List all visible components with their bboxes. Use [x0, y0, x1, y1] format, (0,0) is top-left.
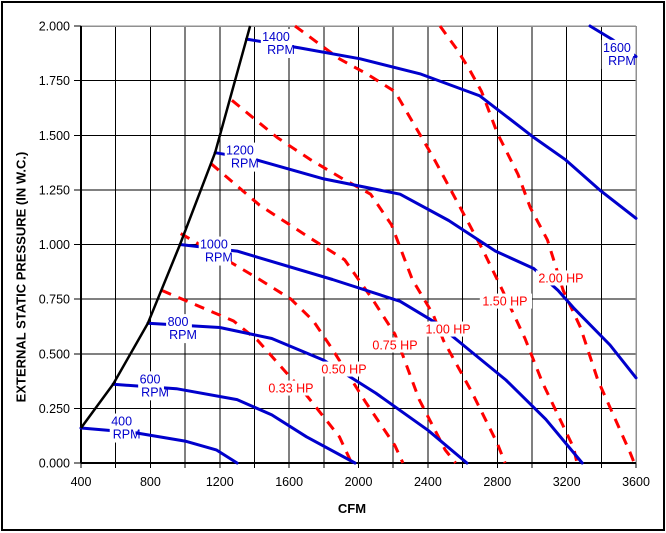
y-tick-label: 0.750: [39, 293, 70, 307]
svg-text:RPM: RPM: [205, 251, 233, 265]
y-tick-label: 1.750: [39, 74, 70, 88]
svg-text:RPM: RPM: [141, 385, 169, 399]
svg-text:RPM: RPM: [608, 54, 636, 68]
svg-text:RPM: RPM: [267, 43, 295, 57]
y-tick-label: 2.000: [39, 20, 70, 34]
svg-text:1.50 HP: 1.50 HP: [482, 295, 527, 309]
svg-text:400: 400: [111, 415, 132, 429]
svg-text:600: 600: [140, 372, 161, 386]
curve-label-1.50-hp: 1.50 HP: [479, 293, 533, 309]
x-tick-label: 1600: [275, 475, 303, 489]
y-tick-label: 0.500: [39, 347, 70, 361]
curve-label-0.33-hp: 0.33 HP: [265, 380, 318, 396]
rpm-curve-1400: [245, 37, 638, 220]
surge-line: [79, 25, 252, 429]
y-tick-label: 0.250: [39, 402, 70, 416]
x-tick-label: 800: [140, 475, 161, 489]
tick-labels: 400 800 1200 1600 2000 2400 2800 3200 3600 2.000 1…: [39, 20, 650, 490]
hp-curves: [161, 24, 636, 464]
svg-text:1000: 1000: [200, 238, 228, 252]
x-tick-label: 2400: [414, 475, 442, 489]
svg-text:1400: 1400: [262, 30, 290, 44]
x-tick-label: 2000: [345, 475, 373, 489]
svg-text:0.50 HP: 0.50 HP: [321, 363, 366, 377]
x-axis-title: CFM: [337, 501, 367, 516]
svg-text:0.75 HP: 0.75 HP: [372, 339, 417, 353]
curve-label-0.75-hp: 0.75 HP: [369, 337, 423, 353]
svg-text:0.33 HP: 0.33 HP: [268, 382, 313, 396]
x-tick-label: 3200: [553, 475, 581, 489]
y-tick-label: 1.250: [39, 183, 70, 197]
curve-label-1.00-hp: 1.00 HP: [422, 321, 476, 337]
axis-ticks: [74, 25, 637, 468]
x-tick-label: 400: [71, 475, 92, 489]
y-tick-label: 0.000: [39, 457, 70, 471]
plot-border: [80, 25, 637, 464]
svg-text:1600: 1600: [603, 41, 631, 55]
rpm-curve-800: [146, 321, 469, 465]
hp-curve-200: [438, 25, 636, 464]
hp-curve-050: [179, 232, 405, 464]
hp-curve-150: [294, 24, 579, 464]
hp-curve-075: [210, 162, 457, 464]
svg-text:1.00 HP: 1.00 HP: [425, 323, 470, 337]
svg-text:RPM: RPM: [231, 157, 259, 171]
y-tick-label: 1.000: [39, 238, 70, 252]
rpm-curve-400: [79, 426, 239, 465]
y-axis-title: EXTERNAL STATIC PRESSURE (IN W.C.): [13, 151, 29, 403]
svg-text:RPM: RPM: [169, 328, 197, 342]
svg-text:1200: 1200: [226, 144, 254, 158]
rpm-curve-1200: [213, 151, 638, 380]
curve-labels: 0.33 HP 0.50 HP 0.75 HP 1.00 HP 1.50 HP 2.00 …: [109, 28, 636, 443]
x-tick-label: 1200: [206, 475, 234, 489]
curve-label-2.00-hp: 2.00 HP: [535, 270, 589, 286]
x-tick-label: 3600: [622, 475, 650, 489]
hp-curve-100: [230, 99, 507, 464]
svg-text:2.00 HP: 2.00 HP: [538, 271, 583, 285]
svg-text:RPM: RPM: [113, 428, 141, 442]
svg-text:800: 800: [168, 315, 189, 329]
y-tick-label: 1.500: [39, 129, 70, 143]
curve-label-0.50-hp: 0.50 HP: [318, 361, 372, 377]
x-tick-label: 2800: [483, 475, 511, 489]
rpm-curve-600: [111, 382, 357, 465]
